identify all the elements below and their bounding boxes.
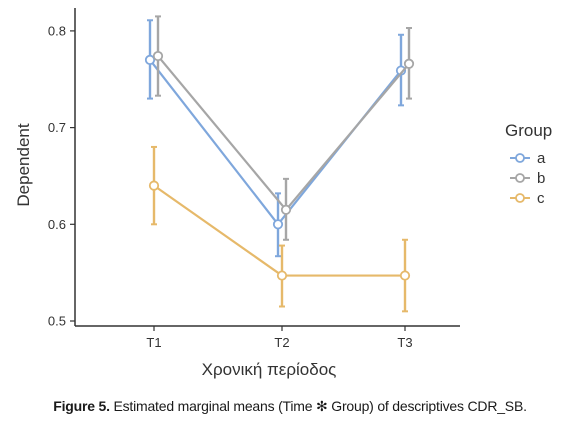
data-point	[403, 58, 415, 69]
legend-item-c: c	[510, 190, 545, 207]
data-point	[148, 180, 160, 191]
legend: Group abc	[505, 121, 552, 207]
x-ticks: T1 T2 T3	[146, 326, 413, 350]
y-tick-label: 0.7	[48, 120, 66, 135]
data-point	[272, 219, 284, 230]
legend-item-a: a	[510, 150, 546, 167]
series-line-c	[153, 184, 405, 277]
data-point	[276, 270, 288, 281]
series-line-a	[149, 59, 402, 226]
figure-label: Figure 5.	[53, 398, 110, 414]
series-b	[152, 15, 415, 241]
y-ticks: 0.5 0.6 0.7 0.8	[48, 23, 75, 329]
legend-marker	[515, 153, 525, 163]
x-tick-label: T1	[146, 335, 161, 350]
x-tick-label: T3	[397, 335, 412, 350]
legend-label: a	[537, 150, 546, 167]
data-point	[399, 270, 411, 281]
y-tick-label: 0.6	[48, 217, 66, 232]
legend-item-b: b	[510, 170, 545, 187]
data-point	[152, 50, 164, 62]
y-tick-label: 0.5	[48, 314, 66, 329]
series-a	[144, 19, 407, 258]
y-tick-label: 0.8	[48, 23, 66, 38]
series-line-b	[157, 55, 410, 211]
legend-label: c	[537, 190, 545, 207]
legend-marker	[515, 193, 525, 203]
data-point	[144, 54, 156, 66]
series-layer	[144, 15, 415, 313]
chart: 0.5 0.6 0.7 0.8 T1 T2 T3 Χρονική περίοδος Dep…	[14, 8, 552, 379]
x-axis-title: Χρονική περίοδος	[202, 360, 337, 379]
figure-caption: Figure 5. Estimated marginal means (Time…	[0, 398, 580, 415]
legend-title: Group	[505, 121, 552, 140]
data-point	[280, 204, 292, 215]
series-c	[148, 145, 411, 313]
caption-text: Estimated marginal means (Time ✻ Group) …	[113, 398, 527, 414]
legend-marker	[515, 173, 525, 183]
y-axis-title: Dependent	[14, 123, 33, 206]
legend-label: b	[537, 170, 545, 187]
legend-items: abc	[510, 150, 546, 207]
x-tick-label: T2	[274, 335, 289, 350]
